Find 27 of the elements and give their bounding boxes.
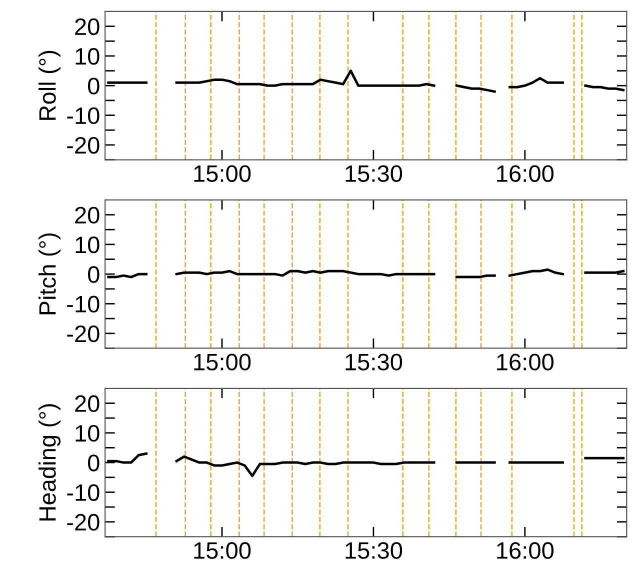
x-tick-label: 15:30	[346, 542, 402, 559]
y-tick-label: 10	[76, 424, 100, 442]
y-tick-label: 20	[75, 206, 100, 224]
y-axis-title: Roll (°)	[38, 50, 61, 120]
x-tick-label: 15:00	[194, 165, 251, 182]
x-tick-label: 15:30	[346, 165, 402, 182]
y-axis-title: Pitch (°)	[38, 233, 61, 314]
y-tick-label: -10	[67, 107, 100, 124]
x-tick-label: 15:00	[194, 354, 251, 370]
y-tick-label: -10	[67, 296, 100, 313]
y-tick-label: -20	[67, 325, 100, 342]
x-tick-label: 15:30	[346, 354, 402, 370]
y-tick-label: 10	[76, 236, 100, 254]
y-tick-label: -20	[67, 514, 100, 531]
x-tick-label: 16:00	[497, 165, 554, 182]
y-tick-label: 20	[75, 395, 100, 412]
x-tick-label: 16:00	[497, 542, 554, 559]
y-tick-label: -20	[67, 137, 100, 154]
y-tick-label: 0	[88, 266, 100, 283]
y-tick-label: 20	[75, 18, 100, 36]
y-tick-label: 0	[88, 454, 100, 472]
y-tick-label: -10	[67, 484, 100, 501]
y-axis-title: Heading (°)	[38, 404, 61, 520]
y-tick-label: 0	[88, 78, 100, 94]
x-tick-label: 15:00	[194, 542, 251, 559]
y-tick-label: 10	[76, 48, 100, 65]
x-tick-label: 16:00	[497, 354, 554, 370]
